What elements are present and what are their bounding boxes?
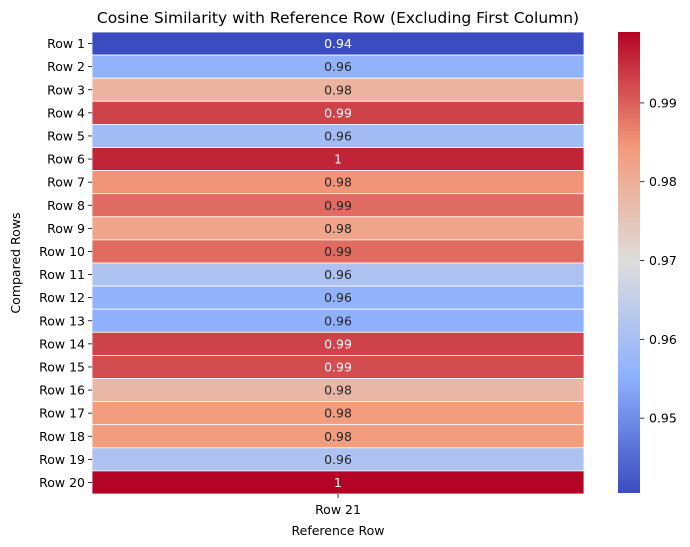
cell-value-label: 0.98 xyxy=(324,383,352,398)
y-tick-label: Row 6 xyxy=(47,152,85,167)
y-tick-label: Row 20 xyxy=(39,475,85,490)
cell-value-label: 0.99 xyxy=(324,336,352,351)
y-tick-label: Row 12 xyxy=(39,290,85,305)
cell-value-label: 0.96 xyxy=(324,313,352,328)
y-tick-label: Row 10 xyxy=(39,244,85,259)
y-tick-label: Row 11 xyxy=(39,267,85,282)
y-tick-label: Row 15 xyxy=(39,359,85,374)
cell-value-label: 0.96 xyxy=(324,59,352,74)
y-tick-label: Row 14 xyxy=(39,336,85,351)
cell-value-label: 0.98 xyxy=(324,175,352,190)
x-tick-label: Row 21 xyxy=(315,502,361,517)
y-tick-label: Row 7 xyxy=(47,175,85,190)
y-tick-label: Row 1 xyxy=(47,36,85,51)
y-axis-label: Compared Rows xyxy=(8,212,23,313)
y-tick-label: Row 19 xyxy=(39,452,85,467)
cell-value-label: 0.96 xyxy=(324,452,352,467)
cell-value-label: 0.98 xyxy=(324,429,352,444)
cell-value-label: 0.96 xyxy=(324,290,352,305)
cell-value-label: 0.99 xyxy=(324,359,352,374)
colorbar-tick-label: 0.96 xyxy=(649,332,677,347)
y-tick-label: Row 5 xyxy=(47,128,85,143)
cell-value-label: 0.98 xyxy=(324,406,352,421)
colorbar-tick-label: 0.97 xyxy=(649,253,677,268)
y-axis-ticks: Row 1 Row 2 Row 3 Row 4 Row 5 Row 6 Row 7 Row 8… xyxy=(39,36,92,490)
cell-value-label: 0.96 xyxy=(324,128,352,143)
y-tick-label: Row 13 xyxy=(39,313,85,328)
x-axis-ticks: Row 21 xyxy=(315,494,361,517)
cell-value-label: 0.98 xyxy=(324,221,352,236)
y-tick-label: Row 2 xyxy=(47,59,85,74)
chart-title: Cosine Similarity with Reference Row (Ex… xyxy=(97,9,579,27)
y-tick-label: Row 9 xyxy=(47,221,85,236)
heatmap-cells: 0.94 0.96 0.98 0.99 0.96 1 0.98 0.99 0.98 0.99 0.9… xyxy=(91,31,585,495)
cell-value-label: 0.99 xyxy=(324,244,352,259)
colorbar-ticks: 0.95 0.96 0.97 0.98 0.99 xyxy=(640,95,677,426)
y-tick-label: Row 17 xyxy=(39,406,85,421)
cell-value-label: 1 xyxy=(334,475,342,490)
cell-value-label: 0.96 xyxy=(324,267,352,282)
cell-value-label: 1 xyxy=(334,152,342,167)
y-tick-label: Row 4 xyxy=(47,105,85,120)
x-axis-label: Reference Row xyxy=(292,523,385,538)
y-tick-label: Row 3 xyxy=(47,82,85,97)
y-tick-label: Row 16 xyxy=(39,383,85,398)
y-tick-label: Row 18 xyxy=(39,429,85,444)
colorbar-tick-label: 0.99 xyxy=(649,95,677,110)
y-tick-label: Row 8 xyxy=(47,198,85,213)
cell-value-label: 0.99 xyxy=(324,198,352,213)
colorbar xyxy=(618,32,640,493)
cell-value-label: 0.99 xyxy=(324,105,352,120)
colorbar-tick-label: 0.95 xyxy=(649,411,677,426)
cell-value-label: 0.94 xyxy=(324,36,352,51)
cell-value-label: 0.98 xyxy=(324,82,352,97)
colorbar-tick-label: 0.98 xyxy=(649,174,677,189)
